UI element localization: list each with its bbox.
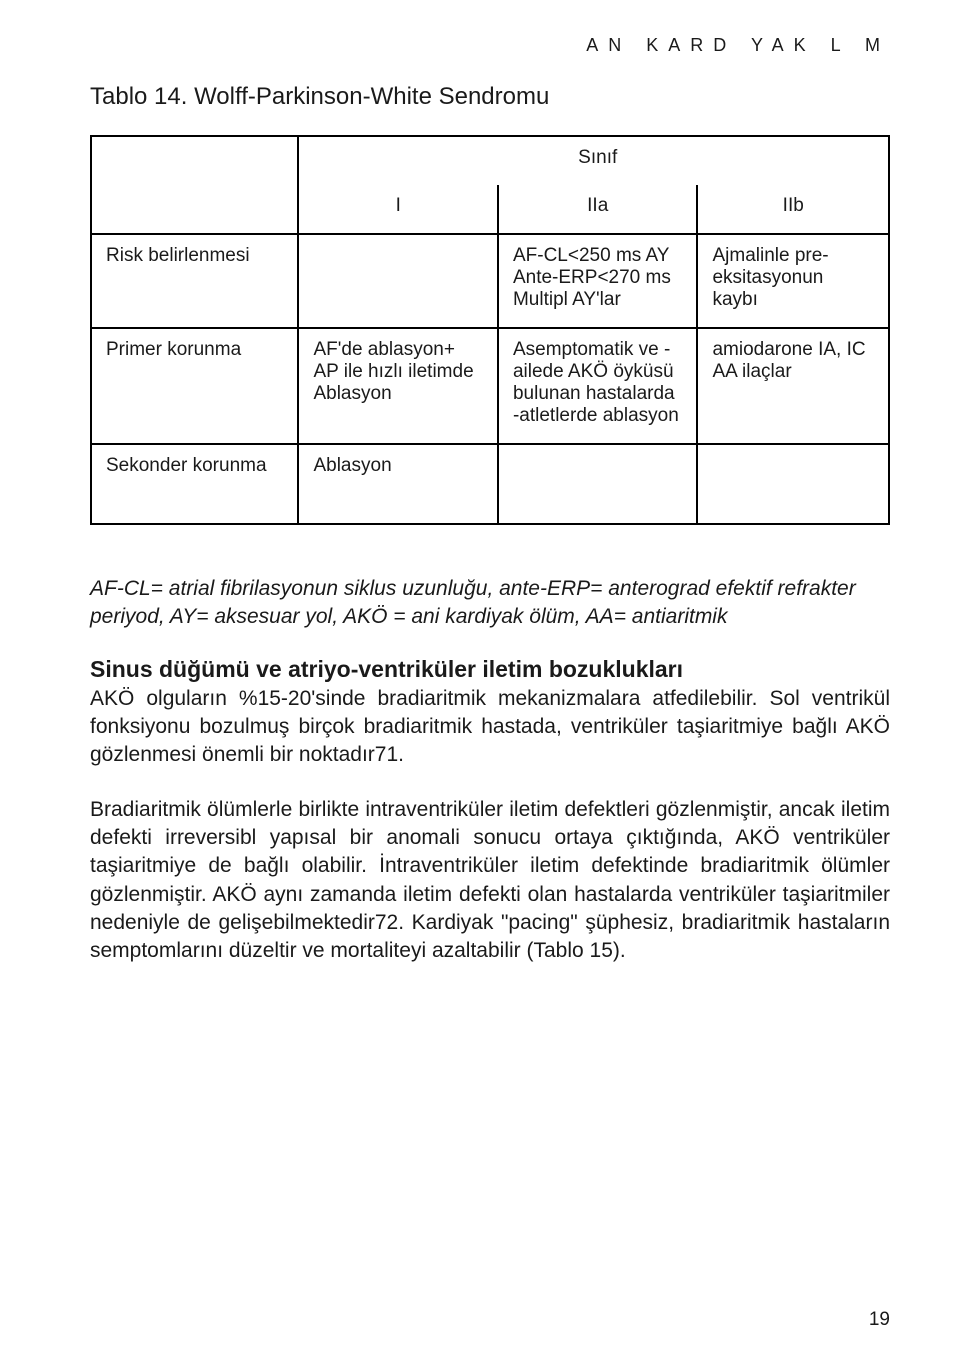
cell: AF-CL<250 ms AY Ante-ERP<270 ms Multipl …: [498, 234, 698, 328]
section-heading: Sinus düğümü ve atriyo-ventriküler ileti…: [90, 656, 890, 683]
table-caption: Tablo 14. Wolff-Parkinson-White Sendromu: [90, 83, 890, 111]
table-super-header-row: Sınıf: [91, 136, 889, 185]
table-corner-cell: [91, 136, 298, 234]
running-head: AN KARD YAK L M: [586, 35, 890, 56]
row-label: Primer korunma: [91, 328, 298, 444]
table-legend: AF-CL= atrial fibrilasyonun siklus uzunl…: [90, 575, 890, 632]
table-empty-head: [697, 136, 889, 185]
cell: Ablasyon: [298, 444, 498, 524]
cell: [697, 444, 889, 524]
cell: [498, 444, 698, 524]
wpw-table: Sınıf I IIa IIb Risk belirlenmesi AF-CL<…: [90, 135, 890, 525]
cell: Ajmalinle pre-eksitasyonun kaybı: [697, 234, 889, 328]
table-col-i: I: [298, 185, 498, 234]
cell: Asemptomatik ve -ailede AKÖ öyküsü bulun…: [498, 328, 698, 444]
paragraph: AKÖ olguların %15-20'sinde bradiaritmik …: [90, 685, 890, 770]
table-col-iib: IIb: [697, 185, 889, 234]
paragraph: Bradiaritmik ölümlerle birlikte intraven…: [90, 796, 890, 966]
page-number: 19: [869, 1309, 890, 1331]
table-super-header: Sınıf: [498, 136, 698, 185]
cell: AF'de ablasyon+ AP ile hızlı iletimde Ab…: [298, 328, 498, 444]
table-row: Sekonder korunma Ablasyon: [91, 444, 889, 524]
table-empty-head: [298, 136, 498, 185]
cell: amiodarone IA, IC AA ilaçlar: [697, 328, 889, 444]
table-col-iia: IIa: [498, 185, 698, 234]
row-label: Risk belirlenmesi: [91, 234, 298, 328]
table-row: Primer korunma AF'de ablasyon+ AP ile hı…: [91, 328, 889, 444]
table-row: Risk belirlenmesi AF-CL<250 ms AY Ante-E…: [91, 234, 889, 328]
cell: [298, 234, 498, 328]
row-label: Sekonder korunma: [91, 444, 298, 524]
